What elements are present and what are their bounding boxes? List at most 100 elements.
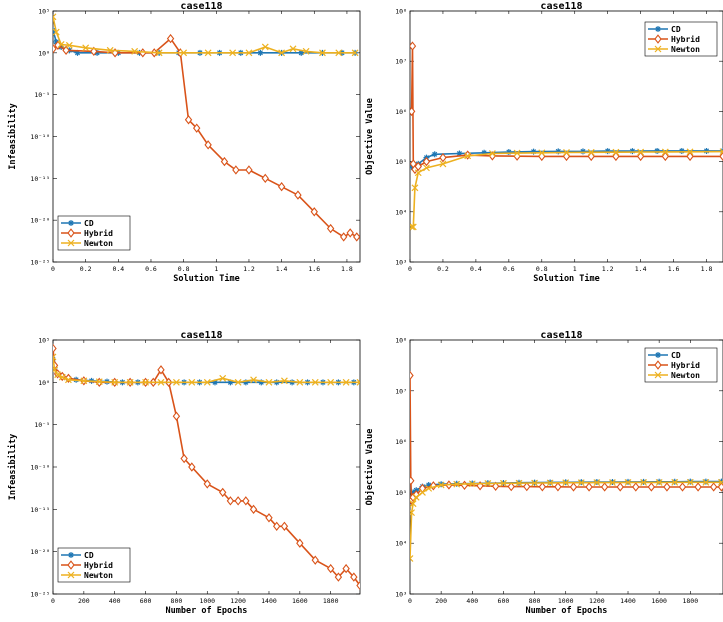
series-hybrid-point (326, 563, 335, 574)
series-newton-point (577, 479, 585, 487)
plot-area (409, 339, 723, 595)
series-cd-point (74, 49, 81, 56)
x-tick-label: 600 (498, 597, 510, 605)
plot-series (53, 343, 360, 591)
legend-newton-marker (654, 371, 662, 379)
series-newton-point (410, 500, 417, 508)
x-tick-label: 1.4 (635, 265, 647, 273)
series-hybrid-point (694, 482, 702, 492)
series-hybrid-point (410, 476, 415, 486)
series-newton-point (58, 373, 66, 381)
chart-title: case118 (180, 330, 222, 341)
y-tick-label: 10⁷ (395, 58, 407, 66)
x-axis-label: Solution Time (173, 273, 240, 284)
y-tick-label: 10⁷ (395, 387, 407, 395)
series-newton-point (587, 148, 595, 156)
chart-title: case118 (540, 330, 582, 341)
legend-cd-marker (68, 552, 74, 558)
series-hybrid-point (350, 572, 358, 582)
x-tick-label: 0.8 (178, 265, 190, 273)
x-tick-label: 1600 (651, 597, 667, 605)
chart-title: case118 (180, 1, 222, 12)
y-tick-label: 10⁴ (395, 208, 407, 216)
series-cd-point (257, 49, 264, 56)
x-tick-label: 0 (408, 265, 412, 273)
series-hybrid-point (226, 496, 235, 506)
series-hybrid-point (342, 563, 350, 574)
y-tick-label: 10⁻²⁵ (30, 259, 50, 267)
series-hybrid-point (261, 173, 269, 184)
series-hybrid-point (249, 504, 258, 515)
series-hybrid-point (62, 45, 70, 56)
series-hybrid-point (272, 521, 281, 531)
series-newton-point (172, 378, 180, 386)
series-hybrid-point (277, 182, 286, 192)
y-tick-label: 10⁰ (38, 49, 50, 57)
chart-2: 0 0.2 0.4 0.6 0.8 1 1.2 1.4 1.6 1.8 10³ 10⁴ 10⁵ 10⁶ 10… (364, 1, 723, 284)
series-cd-point (678, 147, 685, 154)
x-tick-label: 600 (140, 597, 152, 605)
y-tick-label: 10⁸ (395, 337, 407, 345)
series-newton-point (640, 479, 648, 486)
y-tick-label: 10⁴ (395, 540, 407, 548)
legend-cd-label: CD (671, 351, 681, 360)
series-cd-point (258, 379, 265, 386)
series-newton-point (126, 378, 134, 386)
series-hybrid-point (232, 165, 240, 175)
series-hybrid-point (204, 140, 212, 150)
series-newton-point (425, 484, 433, 492)
series-newton-point (439, 160, 447, 168)
legend-hybrid-marker (654, 34, 662, 44)
series-newton-point (296, 378, 304, 386)
series-hybrid-point (719, 151, 723, 162)
series-newton-point (484, 480, 492, 487)
x-tick-label: 800 (529, 597, 541, 605)
x-tick-label: 0 (51, 265, 55, 273)
series-newton-point (155, 49, 163, 57)
series-newton-point (53, 13, 57, 21)
series-hybrid-point (326, 223, 335, 234)
series-newton-point (57, 41, 65, 48)
legend-cd-label: CD (84, 219, 94, 228)
x-tick-label: 1.4 (276, 265, 288, 273)
y-tick-label: 10⁻²⁰ (30, 217, 50, 225)
y-tick-label: 10⁶ (395, 108, 407, 116)
chart-3: 0 200 400 600 800 1000 1200 1400 1600 1800 10⁻²⁵ 10… (7, 330, 361, 616)
series-newton-point (661, 148, 669, 156)
series-newton-point (464, 152, 472, 160)
series-newton-point (513, 149, 521, 157)
series-newton-point (488, 150, 496, 157)
y-tick-label: 10⁻¹⁵ (30, 175, 50, 183)
series-newton-point (82, 44, 90, 52)
legend-cd-marker (655, 352, 661, 358)
x-axis-label: Number of Epochs (526, 606, 608, 616)
series-newton-point (142, 378, 149, 386)
series-newton-point (686, 478, 694, 486)
series-hybrid-point (294, 190, 302, 200)
series-newton-point (250, 376, 257, 384)
series-hybrid-point (422, 156, 431, 167)
series-newton-point (203, 378, 211, 386)
y-tick-label: 10⁵ (395, 489, 407, 497)
series-newton-point (280, 377, 288, 385)
series-hybrid-point (265, 513, 273, 523)
x-tick-label: 200 (435, 597, 447, 605)
series-newton-point (500, 479, 507, 487)
y-tick-label: 10⁰ (38, 379, 50, 387)
y-tick-label: 10⁻¹⁵ (30, 506, 50, 514)
series-hybrid-point (632, 482, 640, 492)
x-tick-label: 200 (78, 597, 90, 605)
series-hybrid-point (166, 33, 175, 44)
x-tick-label: 0 (51, 597, 55, 605)
y-tick-label: 10³ (395, 591, 407, 599)
series-newton-point (188, 378, 196, 386)
series-hybrid-point (193, 123, 201, 133)
series-newton-point (54, 371, 62, 379)
series-newton-point (180, 49, 188, 57)
y-tick-label: 10⁵ (38, 8, 50, 16)
series-hybrid-point (678, 482, 687, 492)
legend-hybrid-label: Hybrid (671, 34, 700, 44)
